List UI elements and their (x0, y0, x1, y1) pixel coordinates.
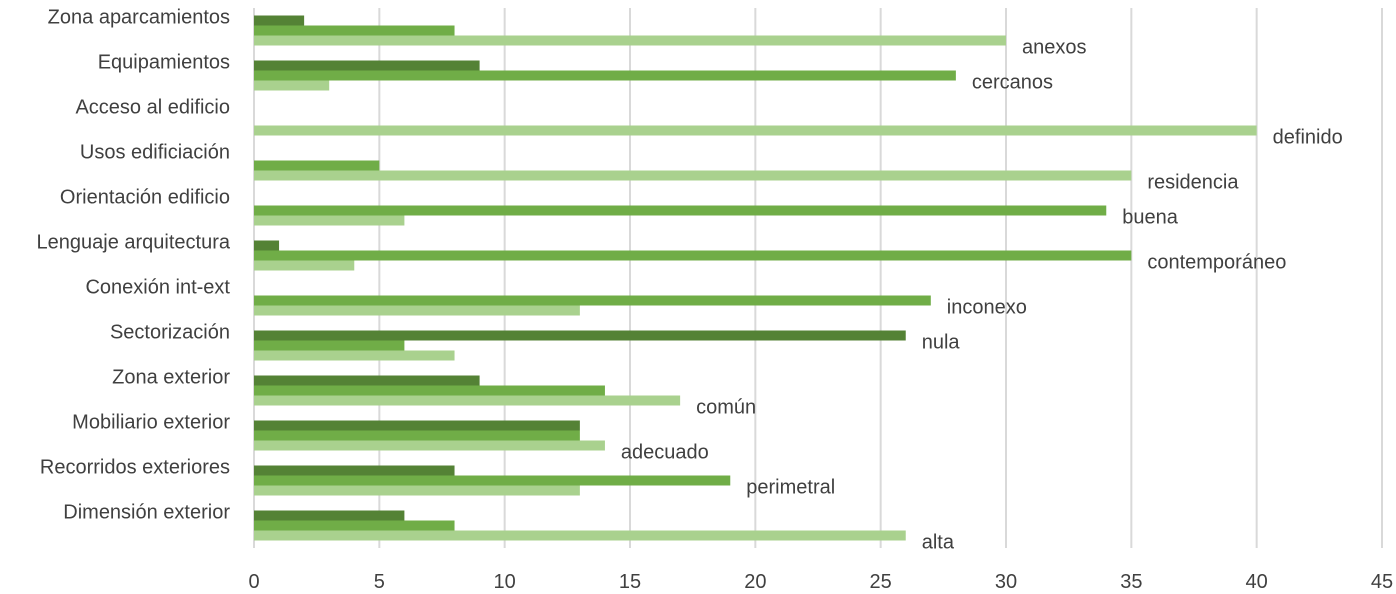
data-label: buena (1122, 207, 1178, 229)
bar (254, 340, 405, 351)
category-label: Recorridos exteriores (40, 457, 230, 479)
bar (254, 510, 405, 521)
x-tick-label: 5 (374, 571, 385, 593)
category-label: Zona aparcamientos (48, 7, 230, 29)
bar (254, 305, 580, 316)
bar (254, 395, 681, 406)
category-label: Orientación edificio (60, 187, 230, 209)
bar (254, 430, 580, 441)
bar (254, 385, 605, 396)
x-tick-label: 45 (1371, 571, 1393, 593)
data-label: anexos (1022, 37, 1087, 59)
bar (254, 60, 480, 71)
category-labels: Zona aparcamientos Equipamientos Acceso al… (37, 7, 231, 524)
category-label: Dimensión exterior (63, 502, 230, 524)
bar (254, 240, 280, 251)
bar (254, 215, 405, 226)
x-tick-label: 20 (744, 571, 766, 593)
x-tick-label: 25 (870, 571, 892, 593)
bar (254, 475, 731, 486)
category-label: Mobiliario exterior (72, 412, 230, 434)
bar (254, 25, 455, 36)
x-tick-label: 35 (1120, 571, 1142, 593)
bars (254, 15, 1257, 541)
data-label: cercanos (972, 72, 1053, 94)
data-label: inconexo (947, 297, 1027, 319)
data-labels: anexos cercanos definido residencia buena con… (621, 37, 1343, 554)
bar (254, 35, 1006, 46)
x-tick-label: 15 (619, 571, 641, 593)
bar (254, 375, 480, 386)
bar (254, 170, 1132, 181)
bar (254, 295, 931, 306)
bar (254, 520, 455, 531)
bar (254, 250, 1132, 261)
category-label: Usos edificiación (80, 142, 230, 164)
bar (254, 330, 906, 341)
category-label: Lenguaje arquitectura (37, 232, 231, 254)
category-label: Equipamientos (98, 52, 230, 74)
category-label: Sectorización (110, 322, 230, 344)
x-tick-label: 30 (995, 571, 1017, 593)
bar (254, 465, 455, 476)
bar (254, 205, 1107, 216)
x-tick-label: 0 (248, 571, 259, 593)
bar (254, 420, 580, 431)
category-label: Zona exterior (112, 367, 230, 389)
x-tick-label: 10 (494, 571, 516, 593)
bar (254, 530, 906, 541)
data-label: común (696, 397, 756, 419)
data-label: residencia (1147, 172, 1239, 194)
data-label: contemporáneo (1147, 252, 1286, 274)
bar (254, 15, 305, 26)
bar (254, 485, 580, 496)
category-label: Conexión int-ext (85, 277, 230, 299)
bar (254, 440, 605, 451)
bar (254, 80, 330, 91)
category-label: Acceso al edificio (75, 97, 230, 119)
bar (254, 125, 1257, 136)
data-label: perimetral (746, 477, 835, 499)
x-tick-labels: 0 5 10 15 20 25 30 35 40 45 (248, 571, 1393, 593)
data-label: definido (1273, 127, 1343, 149)
bar (254, 160, 380, 171)
gridlines (253, 8, 1383, 548)
bar (254, 70, 956, 81)
data-label: alta (922, 532, 955, 554)
data-label: adecuado (621, 442, 709, 464)
x-tick-label: 40 (1246, 571, 1268, 593)
bar (254, 350, 455, 361)
bar (254, 260, 355, 271)
data-label: nula (922, 332, 961, 354)
